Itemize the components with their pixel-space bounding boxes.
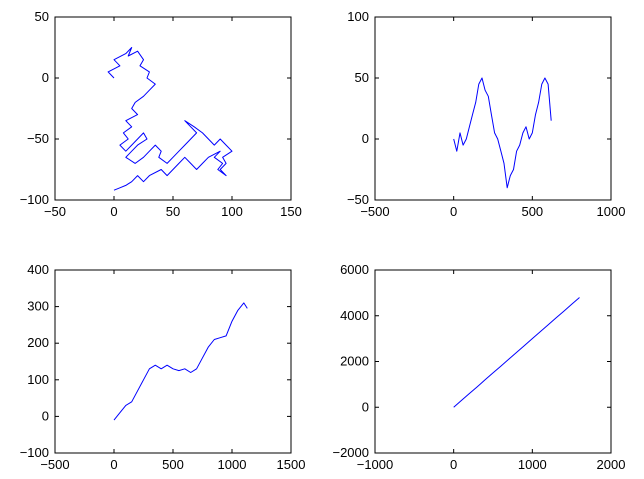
- axes-box: [54, 269, 292, 454]
- x-tick-label: −1000: [357, 457, 394, 472]
- y-tick-label: 200: [27, 335, 49, 350]
- x-tick-label: 1000: [597, 204, 626, 219]
- x-tick-label: 2000: [597, 457, 626, 472]
- series-line-0: [107, 47, 233, 191]
- x-tick-label: 500: [521, 204, 543, 219]
- x-tick-label: 0: [450, 457, 457, 472]
- y-tick-label: 400: [27, 262, 49, 277]
- x-tick-label: 50: [166, 204, 180, 219]
- axes-box: [374, 16, 612, 201]
- y-tick-label: 50: [355, 70, 369, 85]
- x-tick-label: 0: [110, 204, 117, 219]
- y-tick-label: −2000: [332, 445, 369, 460]
- x-tick-label: 1500: [277, 457, 306, 472]
- axes-box: [374, 269, 612, 454]
- y-tick-label: 0: [42, 408, 49, 423]
- y-tick-label: −100: [20, 192, 49, 207]
- y-tick-label: −50: [27, 131, 49, 146]
- y-tick-label: 2000: [340, 354, 369, 369]
- y-tick-label: 100: [27, 372, 49, 387]
- x-tick-label: 150: [280, 204, 302, 219]
- y-tick-label: 0: [362, 131, 369, 146]
- x-tick-label: 1000: [218, 457, 247, 472]
- subplot-bottom-left: −500 0 500 1000 1500 −100 0 100 200 300 400: [20, 262, 306, 472]
- x-tick-label: −500: [360, 204, 389, 219]
- y-tick-label: −100: [20, 445, 49, 460]
- y-tick-label: 100: [347, 9, 369, 24]
- x-tick-label: −500: [40, 457, 69, 472]
- series-line-0: [113, 302, 248, 421]
- y-tick-label: 50: [35, 9, 49, 24]
- x-tick-label: 100: [221, 204, 243, 219]
- series-line-0: [453, 77, 552, 189]
- series-line-0: [453, 297, 580, 408]
- y-tick-label: 6000: [340, 262, 369, 277]
- subplot-bottom-right: −1000 0 1000 2000 −2000 0 2000 4000 6000: [332, 262, 625, 472]
- y-tick-label: 300: [27, 299, 49, 314]
- axes-box: [54, 16, 292, 201]
- x-tick-label: 0: [110, 457, 117, 472]
- x-tick-label: −50: [44, 204, 66, 219]
- x-tick-label: 500: [162, 457, 184, 472]
- y-tick-label: 0: [42, 70, 49, 85]
- x-tick-label: 0: [450, 204, 457, 219]
- y-tick-label: 4000: [340, 308, 369, 323]
- y-tick-label: 0: [362, 399, 369, 414]
- y-tick-label: −50: [347, 192, 369, 207]
- x-tick-label: 1000: [518, 457, 547, 472]
